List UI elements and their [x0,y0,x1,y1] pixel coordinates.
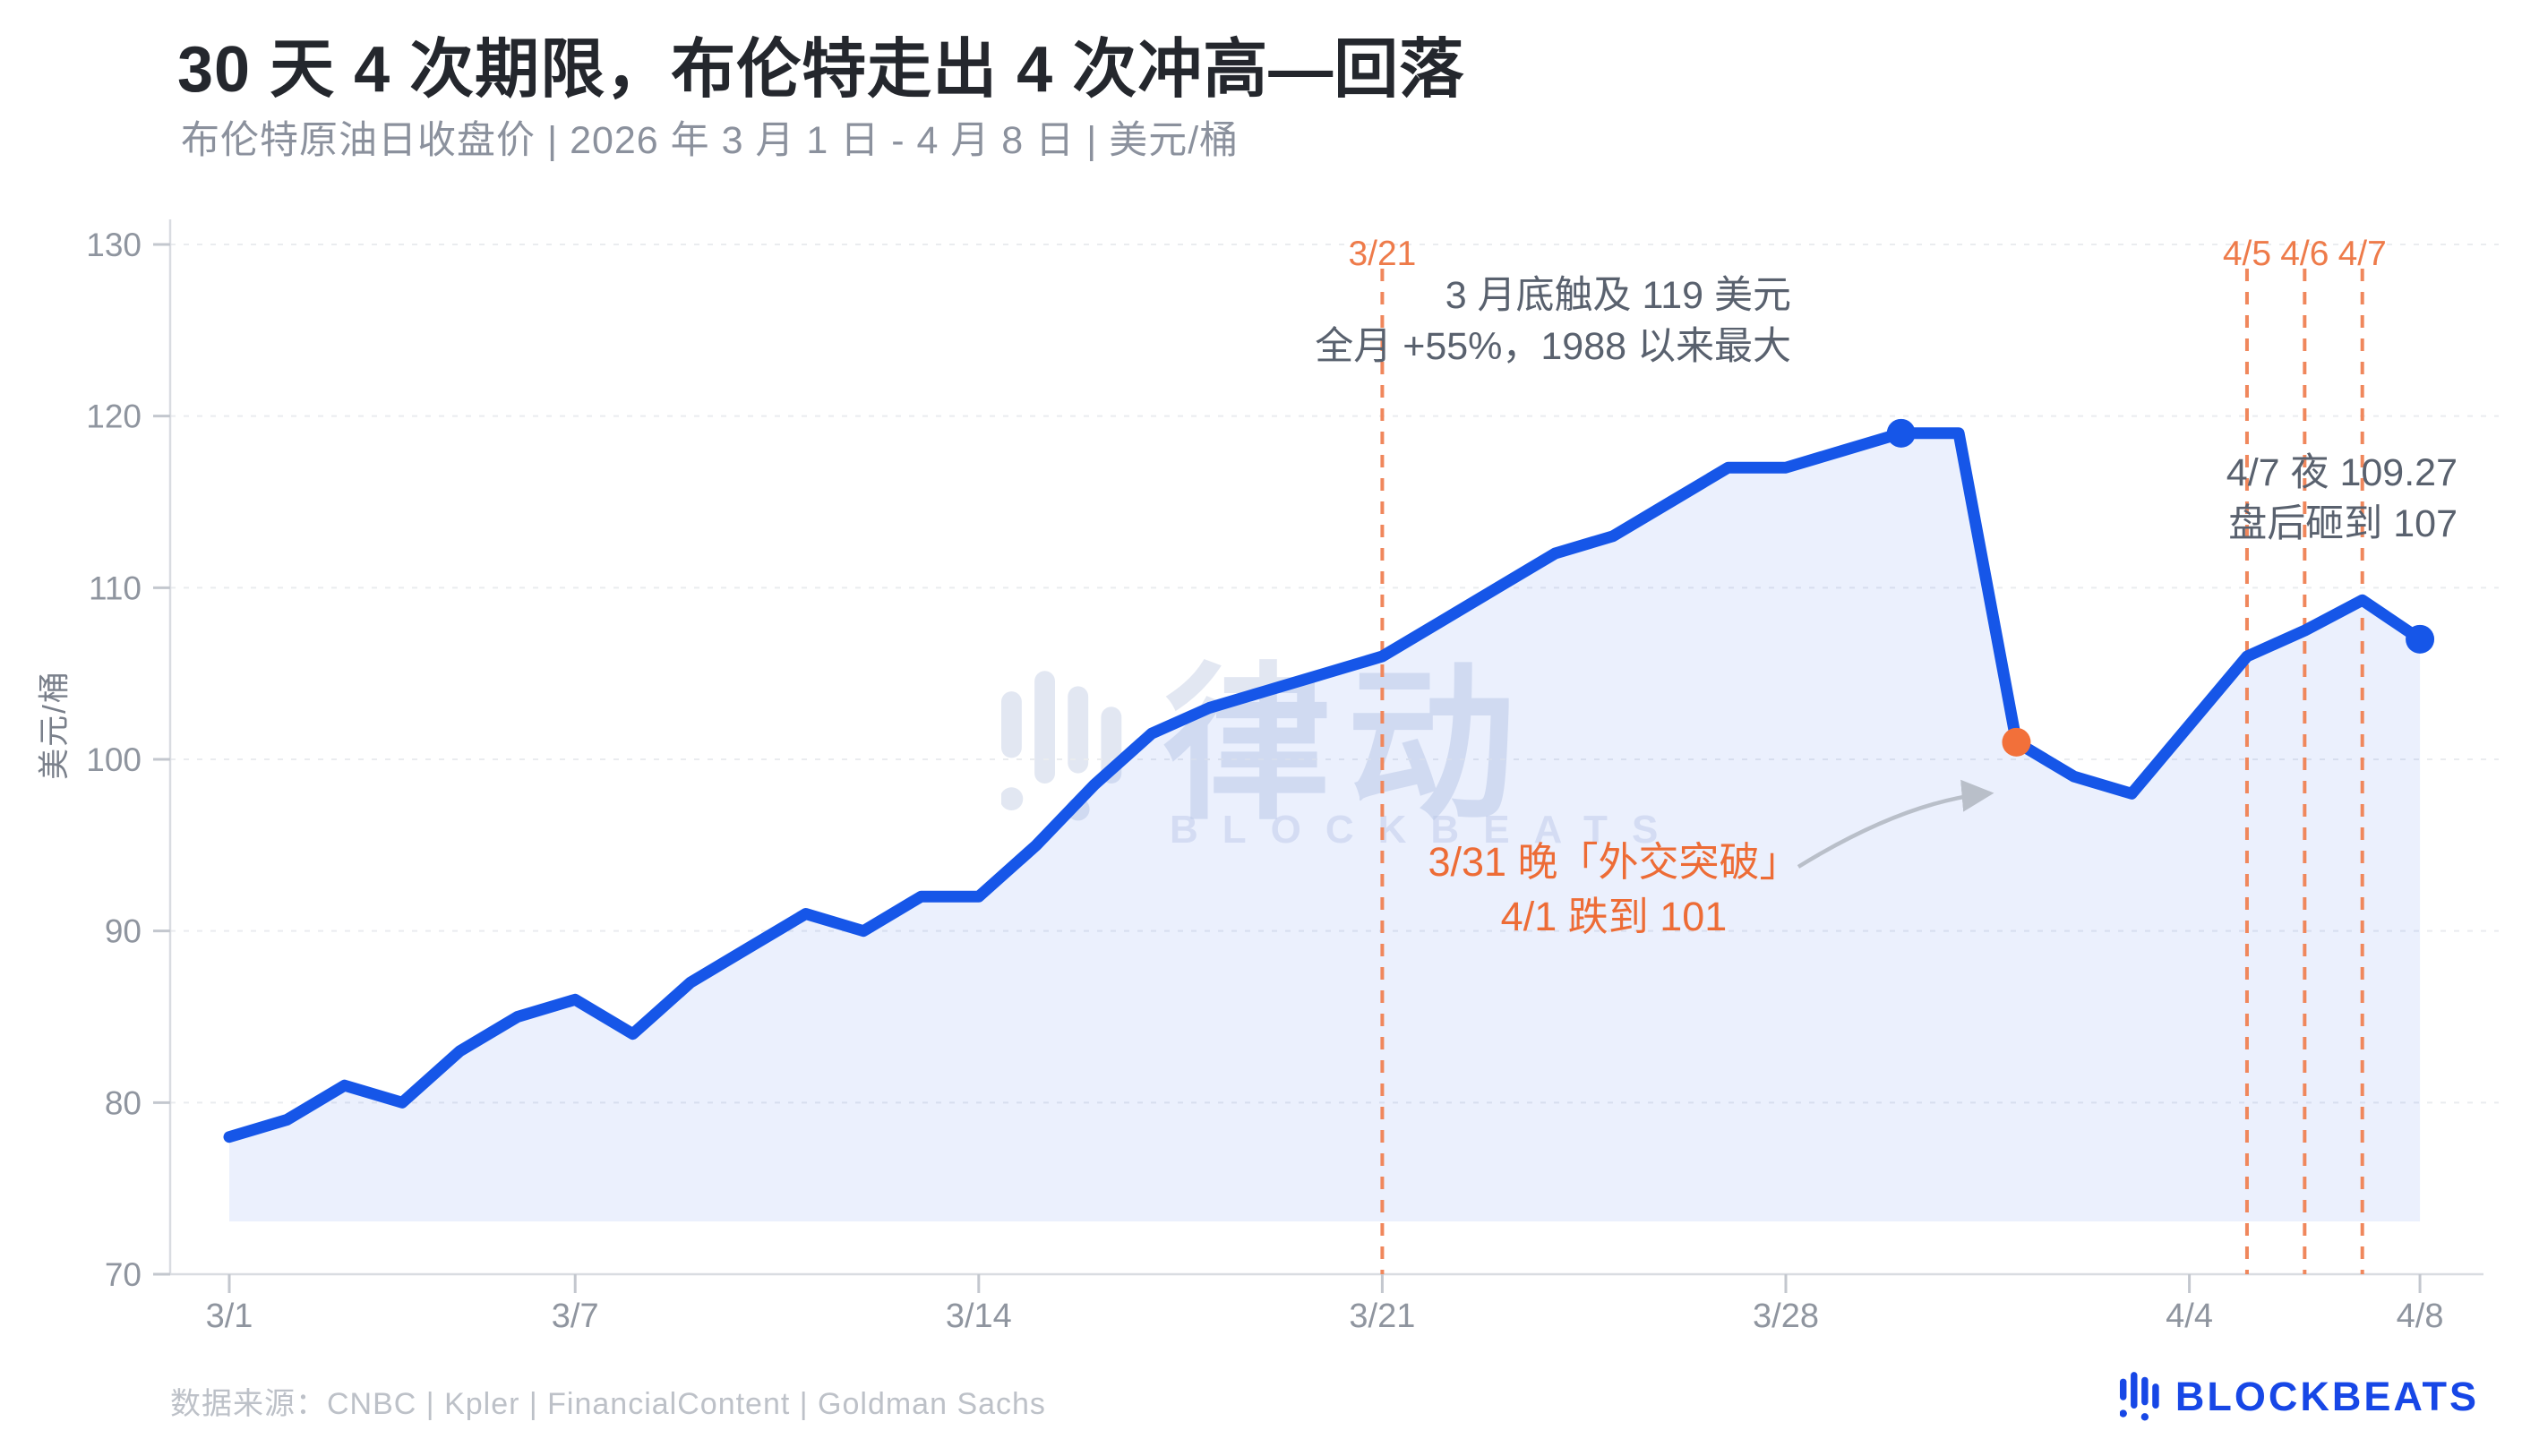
blockbeats-logo: BLOCKBEATS [2119,1370,2479,1424]
svg-text:3/1: 3/1 [206,1298,253,1335]
annotation-line: 4/1 跌到 101 [1500,894,1728,939]
annotation-line: 3 月底触及 119 美元 [1445,274,1791,317]
annotation-march-peak: 3 月底触及 119 美元全月 +55%，1988 以来最大 [1315,270,1791,373]
svg-text:4/7: 4/7 [2338,235,2387,273]
annotation-line: 全月 +55%，1988 以来最大 [1315,325,1791,368]
svg-text:120: 120 [86,398,142,435]
annotation-line: 4/7 夜 109.27 [2226,451,2458,494]
page-subtitle: 布伦特原油日收盘价 | 2026 年 3 月 1 日 - 4 月 8 日 | 美… [181,119,1240,162]
watermark-cn: 律动 [1162,609,1531,852]
annotation-arrow [1797,779,1994,869]
watermark-en: BLOCKBEATS [1170,808,1682,852]
svg-text:3/28: 3/28 [1753,1298,1819,1335]
svg-text:90: 90 [105,913,142,950]
svg-text:3/21: 3/21 [1348,235,1416,273]
event-date-labels: 3/21 4/5 4/6 4/7 [1348,235,2386,273]
price-line [223,427,2426,1143]
x-axis-ticks [227,1274,2422,1293]
svg-text:100: 100 [86,741,142,778]
y-axis-ticks [153,243,170,1276]
marker-dots [1886,418,2435,757]
svg-text:4/8: 4/8 [2397,1298,2444,1335]
svg-text:3/21: 3/21 [1349,1298,1415,1335]
svg-text:4/6: 4/6 [2280,235,2329,273]
page-title: 30 天 4 次期限，布伦特走出 4 次冲高—回落 [177,34,1465,106]
y-axis-labels: 70 80 90 100 110 120 130 [86,227,142,1293]
annotation-diplomatic-drop: 3/31 晚「外交突破」 4/1 跌到 101 [1428,835,1799,944]
watermark: 律动 BLOCKBEATS [1001,618,1658,886]
svg-text:4/4: 4/4 [2166,1298,2213,1335]
svg-text:130: 130 [86,227,142,263]
blockbeats-logo-text: BLOCKBEATS [2175,1374,2479,1419]
svg-text:3/14: 3/14 [946,1298,1012,1335]
data-source: 数据来源：CNBC | Kpler | FinancialContent | G… [170,1387,1046,1421]
svg-text:4/5: 4/5 [2223,235,2271,273]
annotation-line: 3/31 晚「外交突破」 [1428,839,1800,885]
svg-text:80: 80 [105,1084,142,1121]
svg-text:70: 70 [105,1256,142,1293]
price-area-fill [229,433,2421,1221]
axes [168,219,2483,1276]
blockbeats-logo-icon [2119,1372,2159,1421]
event-dashed-lines [1380,269,2364,1274]
svg-text:110: 110 [89,570,142,606]
x-axis-labels: 3/1 3/7 3/14 3/21 3/28 4/4 4/8 [206,1298,2444,1335]
annotation-line: 盘后砸到 107 [2228,502,2458,545]
annotation-april7-night: 4/7 夜 109.27 盘后砸到 107 [2226,448,2458,550]
svg-text:3/7: 3/7 [552,1298,599,1335]
